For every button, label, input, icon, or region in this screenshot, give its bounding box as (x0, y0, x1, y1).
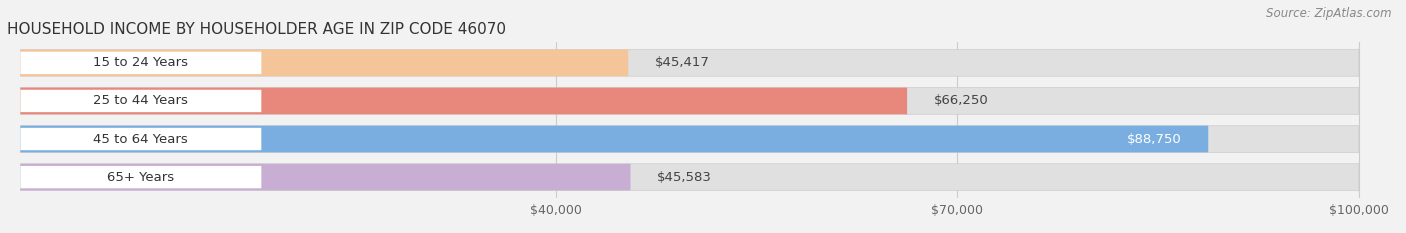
FancyBboxPatch shape (21, 50, 628, 76)
FancyBboxPatch shape (21, 126, 1208, 152)
FancyBboxPatch shape (21, 126, 1358, 152)
Text: 65+ Years: 65+ Years (107, 171, 174, 184)
Text: $66,250: $66,250 (934, 94, 988, 107)
FancyBboxPatch shape (21, 88, 1358, 114)
FancyBboxPatch shape (21, 88, 907, 114)
FancyBboxPatch shape (21, 164, 1358, 190)
Text: HOUSEHOLD INCOME BY HOUSEHOLDER AGE IN ZIP CODE 46070: HOUSEHOLD INCOME BY HOUSEHOLDER AGE IN Z… (7, 22, 506, 37)
FancyBboxPatch shape (21, 128, 262, 150)
Text: $88,750: $88,750 (1126, 133, 1181, 146)
Text: $45,417: $45,417 (655, 56, 710, 69)
Text: 15 to 24 Years: 15 to 24 Years (93, 56, 188, 69)
FancyBboxPatch shape (21, 166, 262, 188)
Text: $45,583: $45,583 (657, 171, 713, 184)
FancyBboxPatch shape (21, 164, 630, 190)
Text: 45 to 64 Years: 45 to 64 Years (93, 133, 188, 146)
Text: Source: ZipAtlas.com: Source: ZipAtlas.com (1267, 7, 1392, 20)
Text: 25 to 44 Years: 25 to 44 Years (93, 94, 188, 107)
FancyBboxPatch shape (21, 50, 1358, 76)
FancyBboxPatch shape (21, 90, 262, 112)
FancyBboxPatch shape (21, 52, 262, 74)
